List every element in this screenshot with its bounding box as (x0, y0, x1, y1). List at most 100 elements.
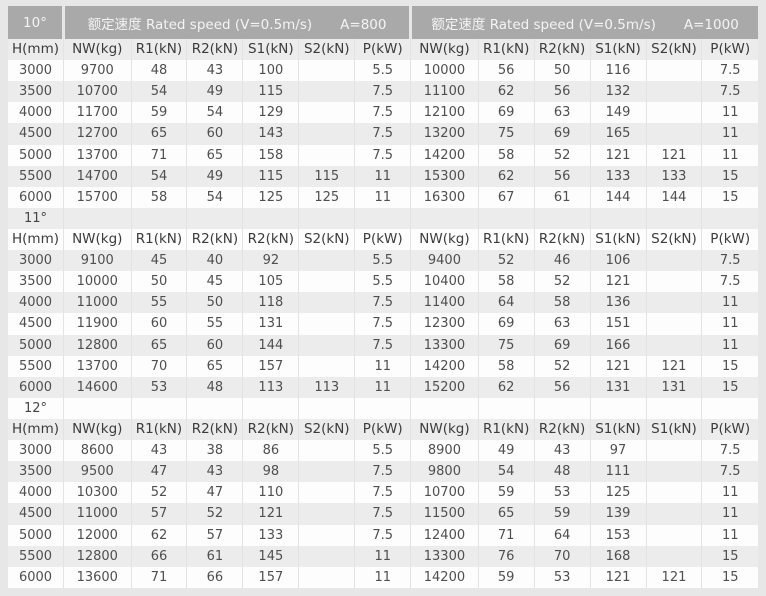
height-cell: 6000 (8, 186, 64, 208)
value-cell (298, 313, 355, 335)
value-cell: 7.5 (354, 313, 411, 335)
value-cell: 11 (701, 144, 758, 166)
value-cell: 63 (533, 313, 591, 335)
rated-speed-text-right: 额定速度 Rated speed (V=0.5m/s) (431, 16, 656, 33)
value-cell: 65 (130, 334, 187, 356)
value-cell: 48 (130, 60, 187, 82)
value-cell: 11 (354, 165, 411, 187)
column-header: P(kW) (701, 418, 758, 441)
value-cell: 131 (645, 376, 702, 398)
value-cell: 69 (477, 102, 535, 124)
value-cell: 61 (533, 186, 591, 208)
value-cell: 54 (130, 165, 187, 187)
value-cell: 9500 (63, 461, 131, 483)
rated-speed-a1000-header: 额定速度 Rated speed (V=0.5m/s) A=1000 (409, 6, 758, 39)
value-cell (645, 271, 702, 293)
value-cell: 56 (533, 81, 591, 103)
value-cell: 58 (477, 144, 535, 166)
value-cell: 98 (242, 461, 299, 483)
value-cell: 5.5 (354, 440, 411, 462)
value-cell: 13300 (410, 545, 479, 567)
value-cell (645, 292, 702, 314)
value-cell: 11000 (63, 292, 131, 314)
value-cell: 43 (186, 60, 243, 82)
value-cell: 7.5 (354, 334, 411, 356)
value-cell: 115 (298, 165, 355, 187)
value-cell: 75 (477, 334, 535, 356)
value-cell: 40 (186, 250, 243, 272)
area-1000-text: A=1000 (683, 16, 739, 33)
value-cell: 144 (589, 186, 646, 208)
value-cell: 15200 (410, 376, 479, 398)
height-cell: 6000 (8, 376, 64, 398)
height-cell: 4000 (8, 292, 64, 314)
value-cell: 116 (589, 60, 646, 82)
value-cell (298, 355, 355, 377)
value-cell: 15 (701, 566, 758, 588)
height-cell: 3500 (8, 81, 64, 103)
value-cell: 61 (186, 545, 243, 567)
value-cell (645, 440, 702, 462)
value-cell: 5.5 (354, 271, 411, 293)
column-header: S1(kN) (242, 39, 299, 61)
empty-cell (645, 207, 702, 229)
column-header: P(kW) (354, 418, 411, 441)
value-cell: 65 (130, 123, 187, 145)
area-800-text: A=800 (340, 16, 387, 33)
angle-label: 12° (8, 397, 64, 419)
data-row: 6000 14600 53 48 113 113 11 15200 62 56 131 131 15 (8, 376, 758, 398)
value-cell: 121 (645, 566, 702, 588)
value-cell: 121 (589, 144, 646, 166)
value-cell: 10300 (63, 482, 131, 504)
value-cell (645, 334, 702, 356)
value-cell: 62 (130, 524, 187, 546)
column-header: P(kW) (701, 39, 758, 61)
value-cell: 69 (533, 123, 591, 145)
value-cell: 8600 (63, 440, 131, 462)
value-cell: 14200 (410, 144, 479, 166)
empty-cell (242, 397, 299, 419)
value-cell: 133 (645, 165, 702, 187)
value-cell: 11 (354, 186, 411, 208)
height-cell: 3500 (8, 271, 64, 293)
value-cell: 59 (477, 566, 535, 588)
empty-cell (477, 397, 535, 419)
data-row: 3500 9500 47 43 98 7.5 9800 54 48 111 7.5 (8, 461, 758, 483)
column-header-row: H(mm) NW(kg) R1(kN) R2(kN) S1(kN) S2(kN) P(kW)… (8, 39, 758, 61)
column-header: S2(kN) (298, 418, 355, 441)
value-cell: 54 (130, 81, 187, 103)
value-cell: 113 (242, 376, 299, 398)
value-cell: 62 (477, 165, 535, 187)
value-cell: 11 (701, 292, 758, 314)
column-header: S1(kN) (589, 39, 646, 61)
value-cell: 56 (477, 60, 535, 82)
value-cell: 7.5 (701, 81, 758, 103)
value-cell: 49 (477, 440, 535, 462)
value-cell: 50 (186, 292, 243, 314)
rated-speed-spec-table: 10° 额定速度 Rated speed (V=0.5m/s) A=800 额定速… (8, 6, 758, 588)
value-cell: 49 (186, 165, 243, 187)
column-header: NW(kg) (63, 228, 131, 251)
value-cell: 62 (477, 81, 535, 103)
value-cell (645, 123, 702, 145)
value-cell: 58 (477, 355, 535, 377)
value-cell: 59 (533, 503, 591, 525)
value-cell: 7.5 (354, 123, 411, 145)
data-row: 4500 11900 60 55 131 7.5 12300 69 63 151 11 (8, 313, 758, 335)
value-cell: 11000 (63, 503, 131, 525)
empty-cell (410, 207, 479, 229)
data-row: 4500 11000 57 52 121 7.5 11500 65 59 139 11 (8, 503, 758, 525)
value-cell: 64 (477, 292, 535, 314)
value-cell: 14200 (410, 355, 479, 377)
empty-cell (298, 207, 355, 229)
value-cell: 15 (701, 376, 758, 398)
value-cell: 16300 (410, 186, 479, 208)
value-cell: 71 (130, 566, 187, 588)
column-header: R1(kN) (130, 228, 187, 251)
value-cell: 7.5 (354, 524, 411, 546)
value-cell: 15 (701, 186, 758, 208)
empty-cell (589, 207, 646, 229)
data-row: 3500 10000 50 45 105 5.5 10400 58 52 121 7.5 (8, 271, 758, 293)
empty-cell (242, 207, 299, 229)
